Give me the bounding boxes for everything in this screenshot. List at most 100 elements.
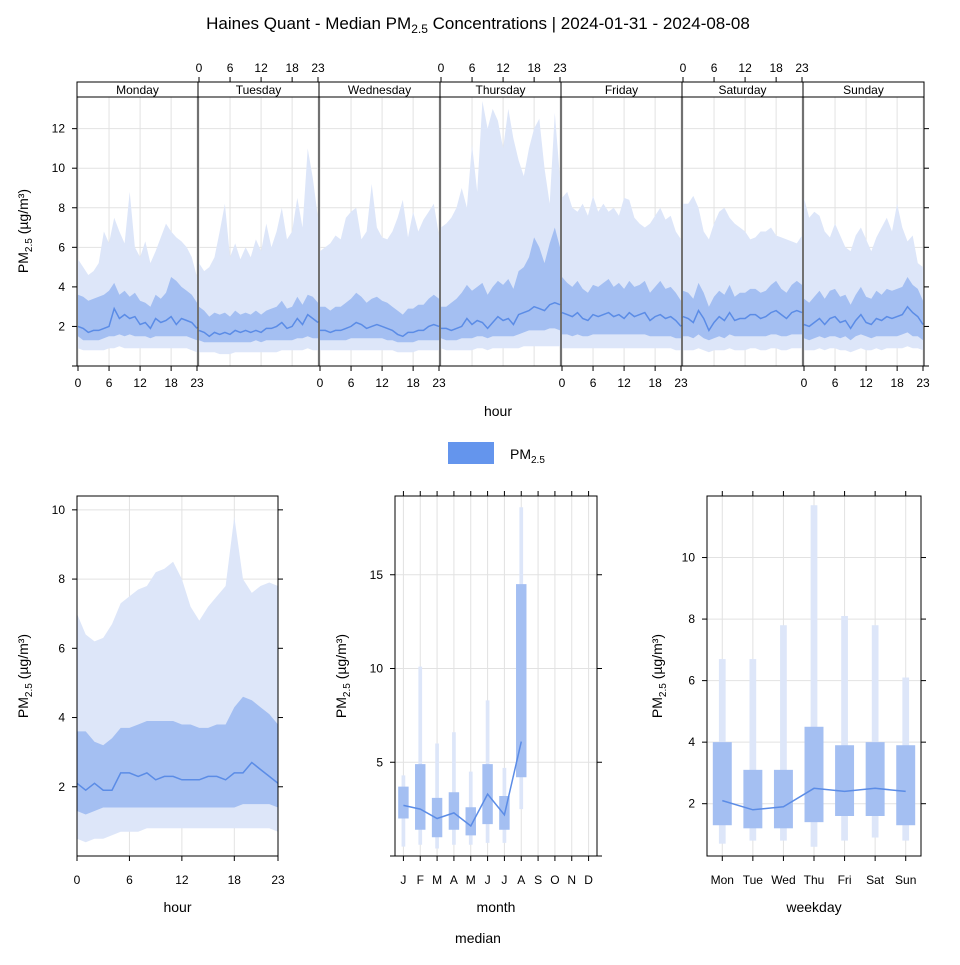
- x-tick-label: 12: [175, 873, 189, 887]
- median-line: [803, 305, 924, 330]
- x-tick-label: 18: [164, 376, 178, 390]
- x-tick-label: 6: [126, 873, 133, 887]
- bar-25-75: [896, 745, 916, 826]
- panel-tuesday: Tuesday 0 6 12 18 23: [196, 61, 325, 367]
- x-tick-label: 0: [74, 873, 81, 887]
- y-tick-label: 5: [376, 755, 383, 769]
- y-tick-label: 8: [58, 201, 65, 215]
- y-label-suffix: (µg/m³): [649, 634, 665, 683]
- y-tick-label: 15: [370, 568, 384, 582]
- x-tick-label: 6: [227, 61, 234, 75]
- x-tick-label: M: [466, 873, 476, 887]
- strip-label: Friday: [605, 83, 638, 97]
- y-tick-label: 10: [52, 503, 66, 517]
- x-tick-label: 6: [711, 61, 718, 75]
- y-label-prefix: PM: [649, 697, 665, 718]
- x-axis-label: month: [477, 899, 516, 915]
- x-tick-label: 6: [469, 61, 476, 75]
- strip-label: Monday: [116, 83, 159, 97]
- x-tick-label: A: [517, 873, 525, 887]
- x-tick-label: J: [485, 873, 491, 887]
- x-tick-label: Tue: [743, 873, 764, 887]
- strip-label: Thursday: [475, 83, 525, 97]
- x-tick-label: J: [501, 873, 507, 887]
- y-tick-label: 6: [688, 674, 695, 688]
- bar-25-75: [804, 726, 824, 823]
- x-tick-label: 18: [285, 61, 299, 75]
- y-label-subscript: 2.5: [24, 238, 35, 252]
- x-tick-label: 12: [375, 376, 389, 390]
- x-tick-label: 23: [311, 61, 325, 75]
- x-tick-label: 6: [590, 376, 597, 390]
- x-tick-label: 6: [106, 376, 113, 390]
- y-axis-label: PM2.5 (µg/m³): [15, 189, 35, 273]
- x-tick-label: Fri: [838, 873, 852, 887]
- title-subscript: 2.5: [411, 22, 428, 36]
- y-tick-label: 2: [58, 319, 65, 333]
- y-axis-label: PM2.5 (µg/m³): [649, 634, 669, 718]
- x-tick-label: 0: [680, 61, 687, 75]
- strip-label: Wednesday: [348, 83, 411, 97]
- panel-frame: [76, 495, 279, 857]
- y-tick-label: 12: [52, 122, 66, 136]
- median-line: [561, 311, 682, 327]
- x-tick-label: 6: [348, 376, 355, 390]
- y-tick-label: 4: [58, 280, 65, 294]
- y-tick-label: 10: [682, 551, 696, 565]
- bar-5-95: [871, 625, 879, 838]
- bar-25-75: [516, 584, 527, 778]
- median-line: [77, 306, 198, 334]
- x-tick-label: A: [450, 873, 458, 887]
- x-tick-label: Sat: [866, 873, 885, 887]
- band-25-75: [199, 294, 318, 343]
- x-tick-label: 12: [496, 61, 510, 75]
- x-tick-label: 18: [527, 61, 541, 75]
- y-tick-label: 8: [58, 572, 65, 586]
- y-label-prefix: PM: [333, 697, 349, 718]
- weekday-panel: Mon Tue Wed Thu Fri Sat Sun 2 4 6 8 10 weekday PM2.5 …: [649, 491, 926, 915]
- bar-25-75: [448, 792, 460, 830]
- x-tick-label: 18: [890, 376, 904, 390]
- y-label-subscript: 2.5: [24, 683, 35, 697]
- bar-5-95: [780, 625, 787, 841]
- x-tick-label: 12: [738, 61, 752, 75]
- bar-25-75: [398, 786, 409, 819]
- median-line: [198, 313, 319, 338]
- legend-label: PM2.5: [510, 446, 545, 466]
- x-tick-label: 0: [559, 376, 566, 390]
- x-tick-label: 23: [432, 376, 446, 390]
- x-tick-label: M: [432, 873, 442, 887]
- x-tick-label: S: [534, 873, 542, 887]
- panel-sunday: Sunday 0 6 12 18 23: [801, 81, 930, 390]
- panel-thursday: Thursday 0 6 12 18 23: [438, 61, 567, 367]
- x-tick-label: Mon: [711, 873, 734, 887]
- band-25-75: [441, 227, 560, 341]
- strip-label: Sunday: [843, 83, 884, 97]
- median-line: [76, 761, 279, 792]
- y-tick-label: 10: [370, 662, 384, 676]
- band-25-75: [562, 277, 681, 339]
- x-axis-label: hour: [163, 899, 191, 915]
- median-line: [682, 309, 803, 332]
- median-line: [320, 321, 440, 338]
- x-tick-label: D: [584, 873, 593, 887]
- y-tick-label: 2: [58, 780, 65, 794]
- y-label-suffix: (µg/m³): [15, 634, 31, 683]
- panel-monday: Monday 0 6 12 18 23: [75, 81, 204, 390]
- x-tick-label: 0: [196, 61, 203, 75]
- x-tick-label: 23: [674, 376, 688, 390]
- x-tick-label: 0: [75, 376, 82, 390]
- bar-5-95: [749, 659, 757, 841]
- bar-5-95: [810, 505, 818, 847]
- median-line: [441, 301, 561, 332]
- x-tick-label: 18: [769, 61, 783, 75]
- median-line: [403, 741, 523, 828]
- band-25-75: [78, 277, 197, 341]
- weekday-hour-panels: Monday 0 6 12 18 23 Tuesday 0 6 12 18 23 Wednesday 0 6…: [15, 61, 930, 419]
- legend: PM2.5: [448, 442, 545, 466]
- bar-25-75: [431, 797, 443, 838]
- y-label-prefix: PM: [15, 697, 31, 718]
- bar-25-75: [743, 769, 763, 829]
- x-axis-label: hour: [484, 403, 512, 419]
- strip-label: Tuesday: [236, 83, 282, 97]
